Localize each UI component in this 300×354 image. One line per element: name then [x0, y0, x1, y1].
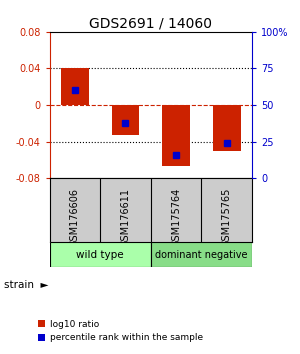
Bar — [213, 105, 241, 151]
Text: GSM176611: GSM176611 — [120, 188, 130, 247]
Bar — [61, 68, 89, 105]
Bar — [151, 242, 252, 267]
Bar — [162, 105, 190, 166]
Bar — [112, 105, 140, 135]
Text: wild type: wild type — [76, 250, 124, 260]
Title: GDS2691 / 14060: GDS2691 / 14060 — [89, 17, 212, 31]
Bar — [50, 242, 151, 267]
Text: dominant negative: dominant negative — [155, 250, 247, 260]
Legend: log10 ratio, percentile rank within the sample: log10 ratio, percentile rank within the … — [34, 316, 207, 346]
Text: strain  ►: strain ► — [4, 280, 49, 290]
Text: GSM175764: GSM175764 — [171, 188, 181, 247]
Text: GSM176606: GSM176606 — [70, 188, 80, 247]
Text: GSM175765: GSM175765 — [222, 188, 232, 247]
